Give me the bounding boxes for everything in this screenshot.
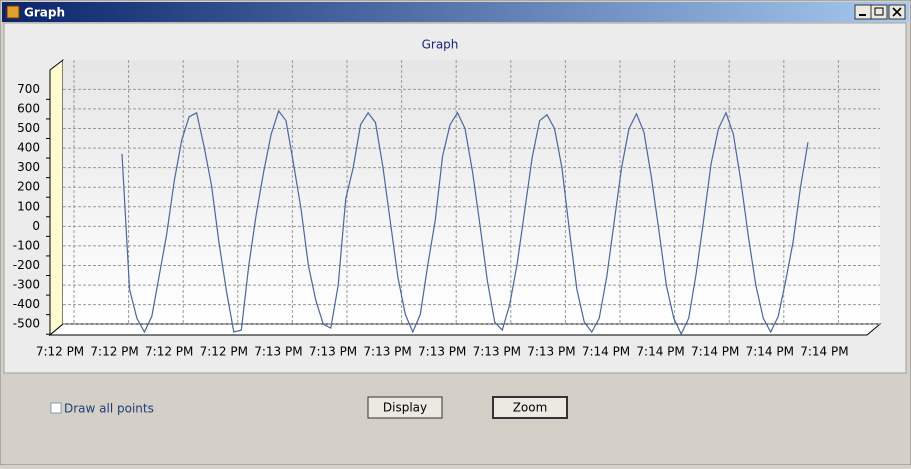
plot-floor	[48, 323, 882, 336]
y-tick-label: 200	[17, 180, 40, 194]
left-wall	[49, 58, 64, 337]
y-tick-label: 600	[17, 101, 40, 115]
y-tick-label: 700	[17, 82, 40, 96]
x-tick-label: 7:12 PM	[145, 345, 193, 359]
x-tick-label: 7:12 PM	[36, 345, 84, 359]
x-tick-label: 7:13 PM	[418, 345, 466, 359]
x-tick-label: 7:12 PM	[200, 345, 248, 359]
x-tick-label: 7:13 PM	[309, 345, 357, 359]
minimize-button[interactable]	[854, 4, 872, 20]
y-tick-label: 500	[17, 121, 40, 135]
y-tick-label: 400	[17, 141, 40, 155]
x-tick-label: 7:13 PM	[527, 345, 575, 359]
checkbox-label[interactable]: Draw all points	[64, 402, 154, 416]
x-tick-label: 7:13 PM	[254, 345, 302, 359]
series-line	[121, 109, 809, 336]
y-tick-label: 100	[17, 199, 40, 213]
maximize-button[interactable]	[870, 4, 888, 20]
x-tick-label: 7:14 PM	[800, 345, 848, 359]
x-tick-label: 7:13 PM	[363, 345, 411, 359]
y-tick-label: -100	[13, 238, 40, 252]
display-button[interactable]	[367, 396, 443, 419]
zoom-button[interactable]	[492, 396, 568, 419]
app-icon	[6, 5, 20, 19]
y-tick-label: 300	[17, 160, 40, 174]
y-tick-label: -300	[13, 278, 40, 292]
window-title: Graph	[24, 6, 65, 20]
y-tick-label: -400	[13, 297, 40, 311]
x-tick-label: 7:14 PM	[582, 345, 630, 359]
checkbox[interactable]	[50, 402, 62, 414]
y-tick-label: -500	[13, 317, 40, 331]
caption-buttons	[854, 4, 906, 20]
y-tick-label: 0	[32, 219, 40, 233]
chart: -500 -400 -300 -200 -100 0 100 200 300 400 500 600 7…	[13, 60, 880, 359]
x-tick-label: 7:12 PM	[90, 345, 138, 359]
title-bar	[2, 2, 909, 22]
x-tick-label: 7:14 PM	[636, 345, 684, 359]
button-label[interactable]: Zoom	[513, 401, 548, 415]
chart-title: Graph	[422, 38, 459, 52]
x-tick-label: 7:13 PM	[473, 345, 521, 359]
button-label[interactable]: Display	[383, 401, 427, 415]
x-tick-label: 7:14 PM	[746, 345, 794, 359]
plot-back	[63, 60, 880, 324]
x-tick-label: 7:14 PM	[691, 345, 739, 359]
y-tick-label: -200	[13, 258, 40, 272]
